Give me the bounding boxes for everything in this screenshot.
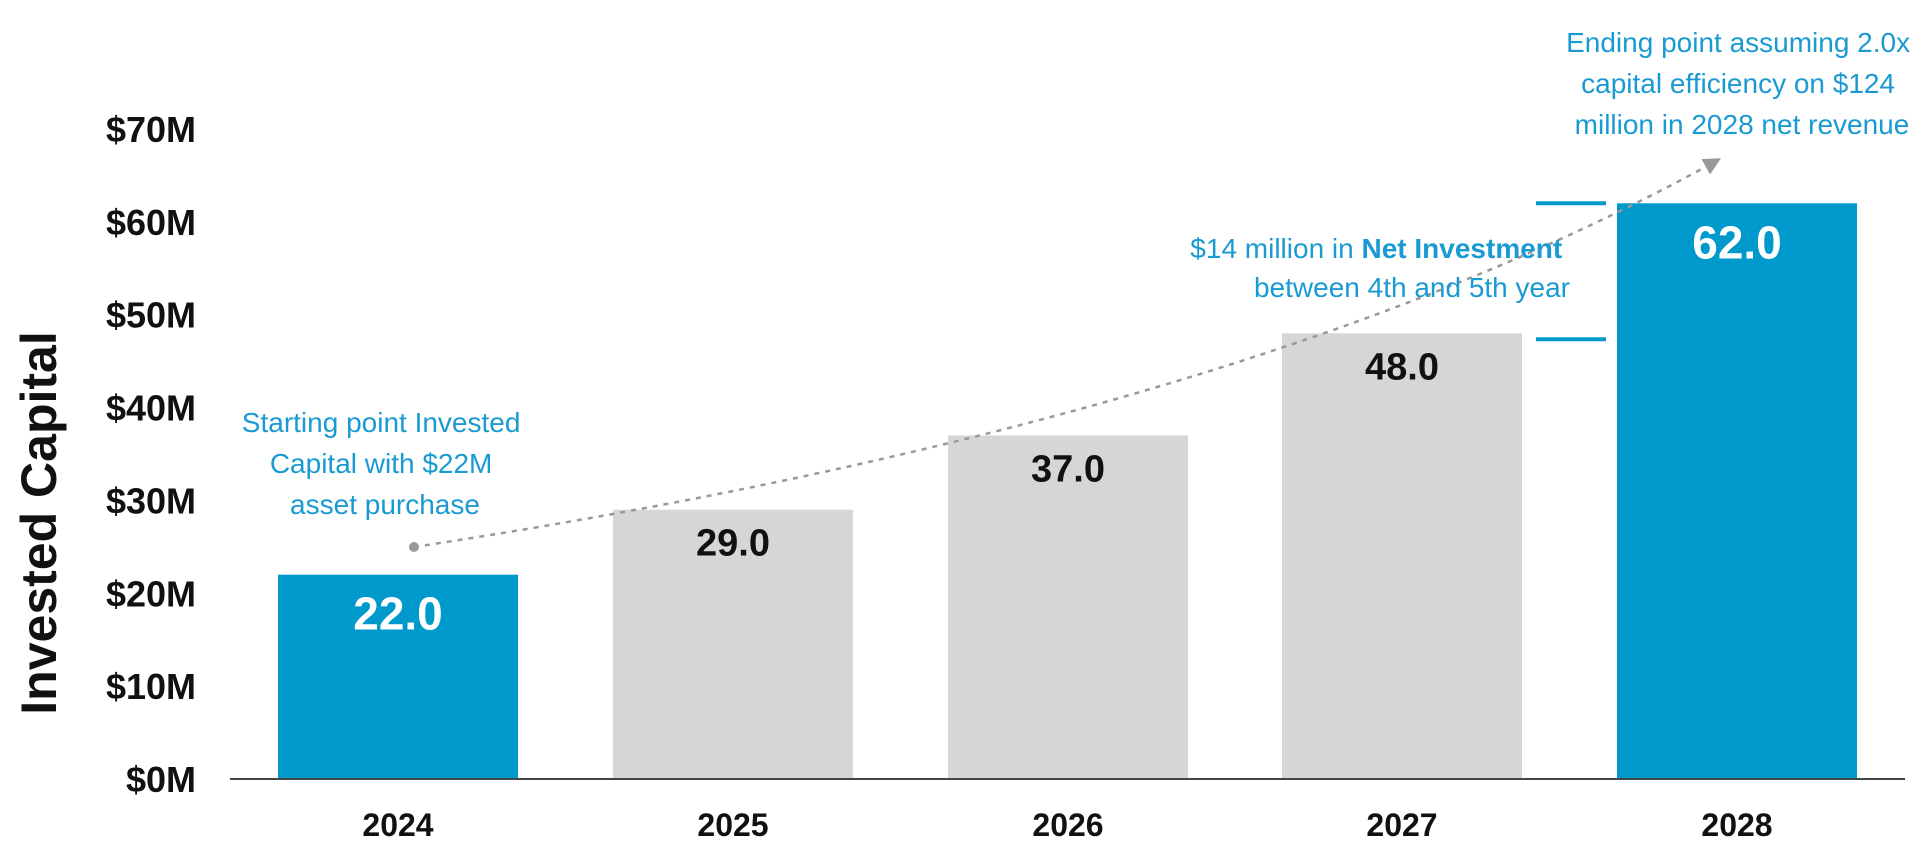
- y-tick-label: $50M: [106, 295, 196, 336]
- x-tick-label-2026: 2026: [1032, 807, 1103, 843]
- bars-group: [278, 203, 1857, 780]
- value-labels-group: 22.0 29.0 37.0 48.0 62.0: [353, 216, 1782, 639]
- y-tick-label: $70M: [106, 109, 196, 150]
- annotation-start-line-1: Starting point Invested: [242, 407, 521, 438]
- trend-start-dot: [409, 542, 419, 552]
- annotation-end: Ending point assuming 2.0x capital effic…: [1566, 27, 1918, 140]
- value-label-2024: 22.0: [353, 588, 443, 640]
- x-tick-label-2024: 2024: [362, 807, 433, 843]
- y-tick-label: $40M: [106, 388, 196, 429]
- annotation-net-investment: $14 million in Net Investment between 4t…: [1190, 233, 1570, 303]
- annotation-start: Starting point Invested Capital with $22…: [242, 407, 528, 520]
- x-tick-label-2028: 2028: [1701, 807, 1772, 843]
- annotation-net-prefix: $14 million in: [1190, 233, 1361, 264]
- x-tick-label-2027: 2027: [1366, 807, 1437, 843]
- annotation-end-line-1: Ending point assuming 2.0x: [1566, 27, 1910, 58]
- annotation-net-line-1: $14 million in Net Investment: [1190, 233, 1570, 264]
- y-axis-ticks: $0M $10M $20M $30M $40M $50M $60M $70M: [106, 109, 196, 800]
- trend-arrow: [413, 158, 1722, 549]
- value-label-2025: 29.0: [696, 523, 770, 565]
- annotation-net-line-2: between 4th and 5th year: [1254, 272, 1570, 303]
- bar-2027: [1282, 333, 1522, 779]
- value-label-2026: 37.0: [1031, 448, 1105, 490]
- annotation-start-line-3: asset purchase: [290, 489, 480, 520]
- bar-2025: [613, 509, 853, 779]
- bar-2026: [948, 435, 1188, 779]
- annotation-end-line-3: million in 2028 net revenue: [1575, 109, 1910, 140]
- x-tick-label-2025: 2025: [697, 807, 768, 843]
- x-axis-categories: 2024 2025 2026 2027 2028: [362, 807, 1772, 843]
- value-label-2027: 48.0: [1365, 346, 1439, 388]
- y-axis-title: Invested Capital: [11, 331, 67, 714]
- annotation-start-line-2: Capital with $22M: [270, 448, 493, 479]
- y-tick-label: $10M: [106, 666, 196, 707]
- value-label-2028: 62.0: [1692, 216, 1782, 268]
- annotation-end-line-2: capital efficiency on $124: [1581, 68, 1895, 99]
- bar-2024: [278, 574, 518, 779]
- y-tick-label: $20M: [106, 573, 196, 614]
- y-tick-label: $60M: [106, 202, 196, 243]
- y-tick-label: $30M: [106, 480, 196, 521]
- annotation-net-bold: Net Investment: [1362, 233, 1563, 264]
- bar-2028: [1617, 203, 1857, 780]
- y-tick-label: $0M: [126, 759, 196, 800]
